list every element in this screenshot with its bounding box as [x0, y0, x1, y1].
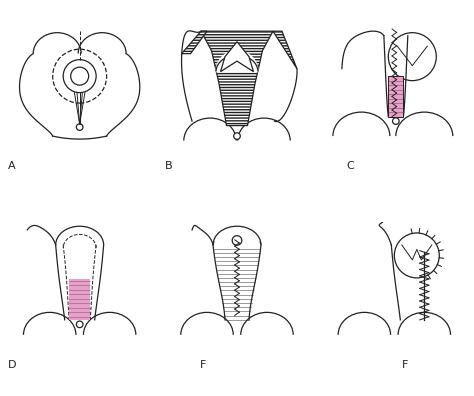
- Polygon shape: [388, 76, 403, 116]
- Circle shape: [388, 33, 436, 81]
- Polygon shape: [273, 31, 297, 69]
- Text: F: F: [402, 360, 408, 370]
- Polygon shape: [220, 42, 254, 72]
- Text: A: A: [8, 161, 15, 171]
- Polygon shape: [182, 31, 207, 54]
- Polygon shape: [201, 31, 273, 126]
- Circle shape: [76, 124, 83, 130]
- Polygon shape: [69, 280, 90, 320]
- Wedge shape: [216, 51, 258, 72]
- Text: B: B: [165, 161, 173, 171]
- Circle shape: [392, 118, 399, 124]
- Text: F: F: [200, 360, 206, 370]
- Circle shape: [234, 133, 240, 139]
- Circle shape: [232, 236, 242, 245]
- Text: C: C: [346, 161, 354, 171]
- Circle shape: [394, 233, 439, 278]
- Circle shape: [71, 67, 89, 85]
- Text: D: D: [8, 360, 16, 370]
- Circle shape: [76, 321, 83, 327]
